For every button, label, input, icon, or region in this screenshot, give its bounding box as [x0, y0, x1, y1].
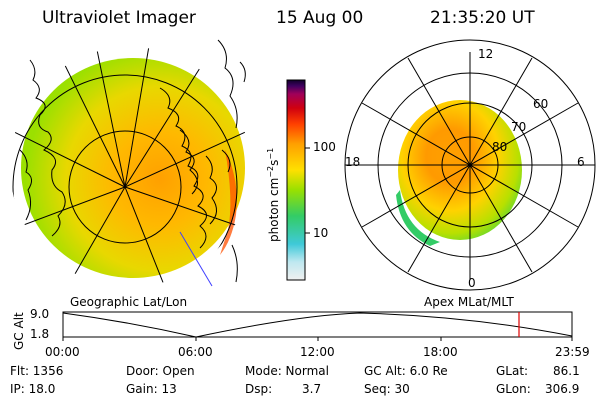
left-aurora-image — [21, 58, 245, 278]
magnetic-map-caption: Apex MLat/MLT — [424, 295, 514, 309]
glat-value: 86.1 — [553, 364, 580, 378]
mlt-label-left: 18 — [345, 155, 361, 169]
gain-value: Gain: 13 — [126, 382, 177, 396]
mode-value: Mode: Normal — [245, 364, 329, 378]
dsp-value: 3.7 — [302, 382, 322, 396]
mlt-label-bottom: 0 — [468, 276, 476, 290]
sequence-number: Seq: 30 — [364, 382, 410, 396]
timeline-xtick-1800: 18:00 — [423, 345, 458, 359]
geographic-map — [10, 39, 250, 287]
coastlines — [19, 39, 246, 283]
timeline-ylabel: GC Alt — [12, 312, 26, 350]
timeline-ytick-top: 9.0 — [30, 307, 50, 321]
door-status: Door: Open — [126, 364, 195, 378]
color-bar — [286, 79, 310, 281]
mlat-ring-60: 60 — [533, 97, 549, 111]
terminator-line — [179, 231, 213, 287]
colorbar-units-label: photon cm−2s−1 — [266, 147, 281, 242]
magnetic-polar-map — [344, 39, 596, 291]
gc-altitude: GC Alt: 6.0 Re — [364, 364, 448, 378]
timeline-ytick-bottom: 1.8 — [30, 327, 50, 341]
colorbar-tick-10: 10 — [313, 226, 329, 240]
left-aurora-bright-edge — [220, 150, 237, 255]
observation-time: 21:35:20 UT — [430, 8, 535, 28]
instrument-title: Ultraviolet Imager — [42, 8, 196, 28]
orbit-altitude-curve — [62, 312, 573, 338]
right-aurora-green-edge — [396, 190, 440, 246]
colorbar-tick-100: 100 — [313, 140, 336, 154]
timeline-xtick-2359: 23:59 — [555, 345, 590, 359]
mlt-label-top: 12 — [478, 47, 494, 61]
glat-label: GLat: — [496, 364, 529, 378]
observation-date: 15 Aug 00 — [276, 8, 364, 28]
geographic-map-caption: Geographic Lat/Lon — [70, 295, 188, 309]
dsp-label: Dsp: — [245, 382, 273, 396]
mlt-label-right: 6 — [577, 155, 585, 169]
altitude-timeline — [62, 311, 573, 341]
right-aurora-image — [398, 100, 522, 240]
timeline-xtick-0600: 06:00 — [178, 345, 213, 359]
timeline-xtick-1200: 12:00 — [300, 345, 335, 359]
glon-label: GLon: — [496, 382, 531, 396]
flight-number: Flt: 1356 — [10, 364, 64, 378]
mlat-ring-70: 70 — [511, 120, 527, 134]
mlat-ring-80: 80 — [492, 140, 508, 154]
timeline-xtick-0000: 00:00 — [45, 345, 80, 359]
ip-value: IP: 18.0 — [10, 382, 56, 396]
glon-value: 306.9 — [545, 382, 580, 396]
